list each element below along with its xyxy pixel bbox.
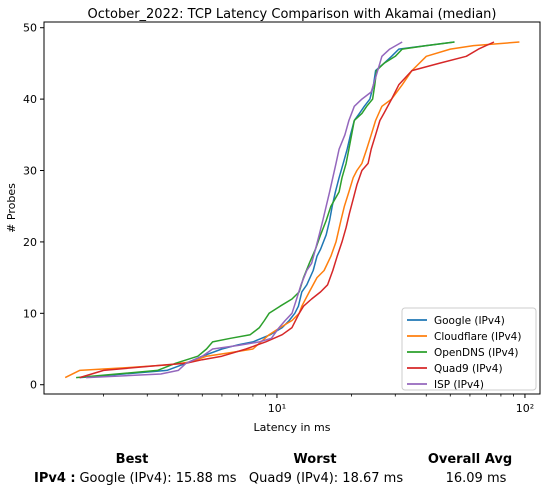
y-tick-label: 30 xyxy=(23,165,37,178)
best-value: Google (IPv4): 15.88 ms xyxy=(79,471,237,486)
legend-label-4: ISP (IPv4) xyxy=(434,379,484,391)
summary-table: Best Worst Overall Avg IPv4 : Google (IP… xyxy=(0,448,548,496)
series-line-3 xyxy=(79,41,495,379)
legend: Google (IPv4) Cloudflare (IPv4) OpenDNS (I… xyxy=(401,307,537,391)
row-label-ipv4: IPv4 : xyxy=(34,471,76,486)
overall-avg-value: 16.09 ms xyxy=(445,471,507,486)
y-tick-label: 0 xyxy=(30,379,37,392)
series-line-1 xyxy=(64,41,520,379)
x-tick-label: 10² xyxy=(516,402,534,415)
y-tick-label: 10 xyxy=(23,307,37,320)
chart-title: October_2022: TCP Latency Comparison wit… xyxy=(88,7,497,22)
legend-label-2: OpenDNS (IPv4) xyxy=(434,347,519,359)
legend-label-1: Cloudflare (IPv4) xyxy=(434,331,521,343)
x-axis-label: Latency in ms xyxy=(254,421,331,434)
worst-value: Quad9 (IPv4): 18.67 ms xyxy=(248,471,404,486)
series-line-2 xyxy=(76,41,455,379)
worst-header: Worst xyxy=(293,452,337,467)
legend-box xyxy=(401,307,537,391)
series-line-0 xyxy=(79,41,455,379)
y-tick-label: 40 xyxy=(23,93,37,106)
legend-label-3: Quad9 (IPv4) xyxy=(434,363,503,375)
legend-label-0: Google (IPv4) xyxy=(434,315,505,327)
y-tick-label: 50 xyxy=(23,22,37,35)
series-line-4 xyxy=(86,41,403,379)
latency-chart: October_2022: TCP Latency Comparison wit… xyxy=(5,7,541,434)
plot-frame xyxy=(43,21,541,395)
x-tick-label: 10¹ xyxy=(268,402,286,415)
series-lines xyxy=(64,41,520,379)
y-axis-label: # Probes xyxy=(5,183,18,233)
axes: 0 10 20 30 40 50 10¹ 10² xyxy=(23,22,534,415)
best-header: Best xyxy=(115,452,149,467)
y-tick-label: 20 xyxy=(23,236,37,249)
overall-avg-header: Overall Avg xyxy=(427,452,513,467)
